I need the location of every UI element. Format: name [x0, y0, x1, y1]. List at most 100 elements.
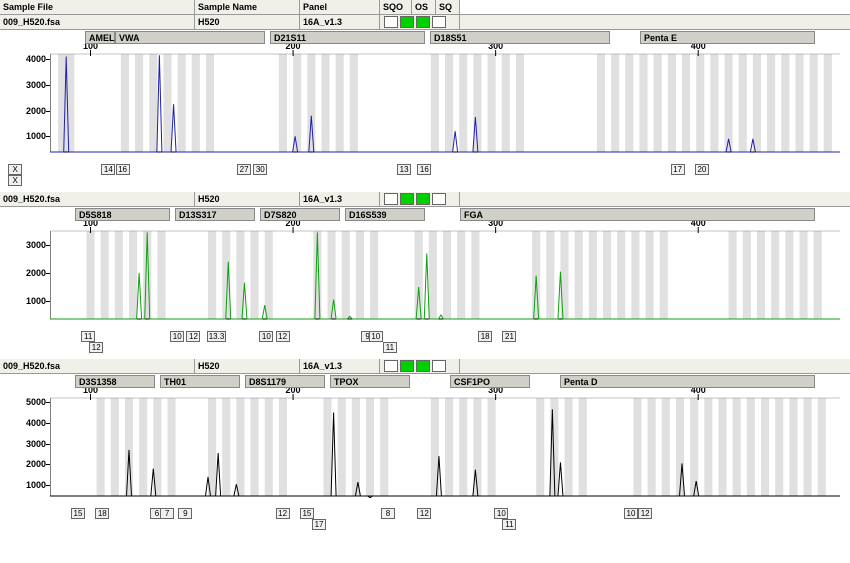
allele-call: 10 [369, 331, 383, 342]
bin-band [795, 54, 803, 152]
marker-row: D5S818D13S317D7S820D16S539FGA [0, 207, 850, 221]
bin-band [356, 231, 364, 319]
allele-call: 12 [89, 342, 103, 353]
bin-band [704, 398, 712, 496]
allele-call: 11 [383, 342, 397, 353]
bin-band [718, 398, 726, 496]
x-tick-label: 100 [83, 44, 98, 51]
bin-band [192, 54, 200, 152]
chart-area: 10020030040010002000300040005000 [0, 388, 850, 508]
allele-call: 15 [300, 508, 314, 519]
allele-call: X [8, 164, 22, 175]
bin-band [639, 54, 647, 152]
y-tick [46, 402, 50, 403]
bin-band [208, 398, 216, 496]
marker-label: CSF1PO [450, 375, 530, 388]
bin-band [370, 231, 378, 319]
header-cell: Sample File [0, 0, 195, 14]
panel-info-row: 009_H520.fsaH52016A_v1.3 [0, 192, 850, 207]
bin-band [380, 398, 388, 496]
y-tick-label: 3000 [10, 439, 46, 449]
bin-band [431, 54, 439, 152]
bin-band [457, 231, 465, 319]
bin-band [810, 54, 818, 152]
x-tick-label: 300 [488, 388, 503, 395]
bin-band [429, 231, 437, 319]
allele-call: 10 [170, 331, 184, 342]
bin-band [342, 231, 350, 319]
bin-band [725, 54, 733, 152]
bin-band [323, 398, 331, 496]
marker-label: AMEL [85, 31, 115, 44]
bin-band [293, 54, 301, 152]
bin-band [633, 398, 641, 496]
y-tick [46, 464, 50, 465]
chart-area: 100200300400100020003000 [0, 221, 850, 331]
allele-call: 7 [160, 508, 174, 519]
bin-band [662, 398, 670, 496]
bin-band [589, 231, 597, 319]
electropherogram-panel: 009_H520.fsaH52016A_v1.3D5S818D13S317D7S… [0, 192, 850, 357]
y-tick [46, 273, 50, 274]
allele-call: 27 [237, 164, 251, 175]
status-empty-icon [384, 193, 398, 205]
y-tick [46, 444, 50, 445]
bin-band [761, 398, 769, 496]
y-tick [46, 59, 50, 60]
allele-call: 18 [478, 331, 492, 342]
status-empty-icon [432, 193, 446, 205]
allele-call: 13 [397, 164, 411, 175]
bin-band [366, 398, 374, 496]
bin-band [617, 231, 625, 319]
status-cells [380, 192, 460, 206]
bin-band [163, 54, 171, 152]
x-tick-label: 300 [488, 44, 503, 51]
y-tick [46, 485, 50, 486]
marker-label: D8S1179 [245, 375, 325, 388]
bin-band [743, 231, 751, 319]
bin-band [804, 398, 812, 496]
status-empty-icon [432, 360, 446, 372]
bin-band [824, 54, 832, 152]
status-pass-icon [400, 360, 414, 372]
marker-label: D7S820 [260, 208, 340, 221]
bin-band [415, 231, 423, 319]
bin-band [338, 398, 346, 496]
bin-band [350, 54, 358, 152]
allele-call: 10 [259, 331, 273, 342]
bin-band [747, 398, 755, 496]
marker-label: D21S11 [270, 31, 425, 44]
bin-band [445, 54, 453, 152]
bin-band [739, 54, 747, 152]
bin-band [710, 54, 718, 152]
y-tick-label: 3000 [10, 240, 46, 250]
y-tick-label: 5000 [10, 397, 46, 407]
x-tick-label: 400 [691, 388, 706, 395]
bin-band [676, 398, 684, 496]
bin-band [532, 231, 540, 319]
x-tick-label: 200 [286, 44, 301, 51]
y-tick-label: 2000 [10, 459, 46, 469]
allele-call: 12 [276, 331, 290, 342]
bin-band [814, 231, 822, 319]
bin-band [690, 398, 698, 496]
bin-band [101, 231, 109, 319]
bin-band [321, 54, 329, 152]
panel-name: 16A_v1.3 [300, 192, 380, 206]
bin-band [781, 54, 789, 152]
x-tick-label: 100 [83, 221, 98, 228]
bin-band [733, 398, 741, 496]
allele-call: 21 [502, 331, 516, 342]
bin-band [565, 398, 573, 496]
bin-band [115, 231, 123, 319]
x-tick-label: 400 [691, 221, 706, 228]
allele-row: 1112101213.31012910111821 [0, 331, 850, 357]
bin-band [139, 398, 147, 496]
electropherogram-panel: 009_H520.fsaH52016A_v1.3D3S1358TH01D8S11… [0, 359, 850, 534]
bin-band [660, 231, 668, 319]
marker-label: D18S51 [430, 31, 610, 44]
marker-label: Penta E [640, 31, 815, 44]
allele-call: X [8, 175, 22, 186]
sample-name: H520 [195, 359, 300, 373]
allele-call: 12 [417, 508, 431, 519]
